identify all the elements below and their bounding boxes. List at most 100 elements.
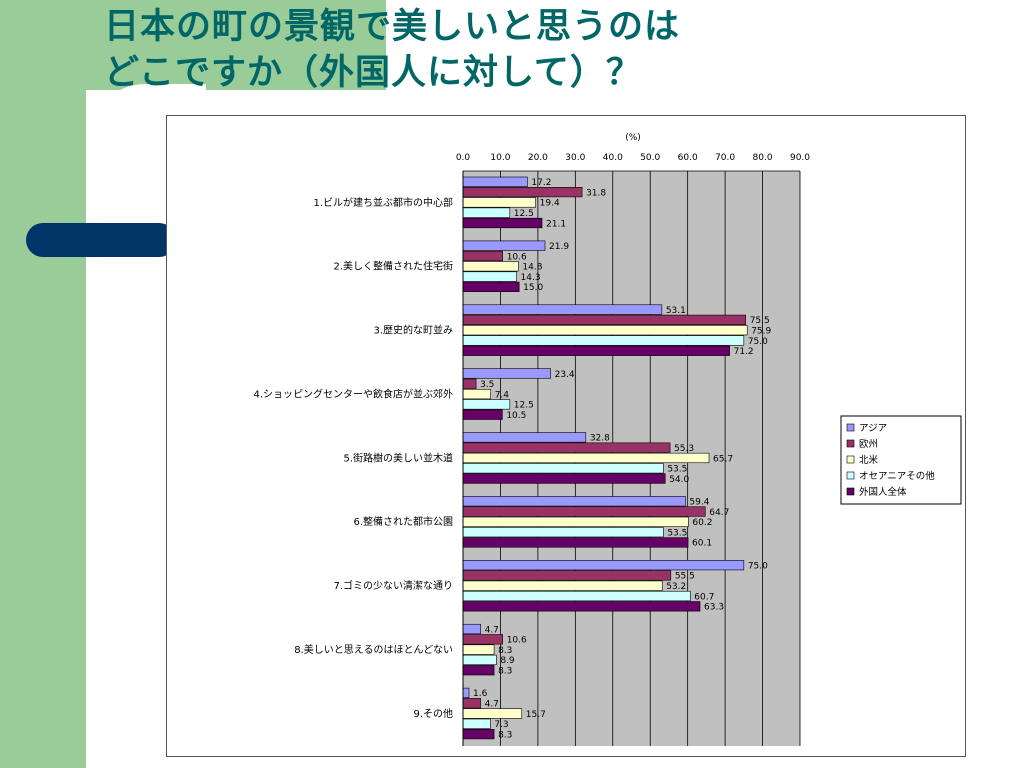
bar bbox=[462, 261, 519, 272]
data-label: 19.4 bbox=[540, 199, 560, 209]
bar bbox=[462, 729, 495, 740]
data-label: 53.2 bbox=[666, 582, 686, 592]
bar bbox=[462, 623, 481, 635]
bar bbox=[462, 570, 672, 581]
x-tick-label: 80.0 bbox=[753, 153, 773, 163]
bar bbox=[462, 644, 495, 655]
data-label: 71.2 bbox=[734, 347, 754, 357]
category-label: 6.整備された都市公園 bbox=[353, 515, 453, 528]
data-label: 12.5 bbox=[514, 401, 534, 411]
data-label: 21.1 bbox=[546, 219, 566, 229]
data-label: 75.0 bbox=[748, 337, 768, 347]
data-label: 63.3 bbox=[704, 603, 724, 613]
data-label: 15.0 bbox=[523, 283, 543, 293]
data-label: 8.9 bbox=[500, 656, 515, 666]
bar bbox=[462, 527, 664, 538]
category-label: 5.街路樹の美しい並木道 bbox=[343, 451, 453, 464]
data-label: 53.1 bbox=[666, 306, 686, 316]
bar bbox=[462, 698, 481, 709]
data-label: 8.3 bbox=[498, 730, 512, 740]
bar bbox=[462, 345, 730, 356]
bar bbox=[462, 368, 551, 379]
bar bbox=[462, 496, 686, 507]
data-label: 8.3 bbox=[498, 667, 512, 677]
bar bbox=[462, 506, 706, 517]
bar bbox=[462, 217, 543, 229]
category-label: 2.美しく整備された住宅街 bbox=[333, 260, 453, 273]
data-label: 55.5 bbox=[675, 572, 695, 582]
bar bbox=[462, 516, 689, 527]
legend-swatch bbox=[846, 423, 855, 432]
bar bbox=[462, 378, 477, 389]
bar bbox=[462, 687, 470, 699]
category-label: 9.その他 bbox=[413, 707, 453, 720]
data-label: 7.3 bbox=[494, 720, 508, 730]
data-label: 64.7 bbox=[709, 508, 729, 518]
unit-label: (%) bbox=[625, 133, 641, 143]
legend-swatch bbox=[846, 487, 855, 496]
data-label: 4.7 bbox=[485, 700, 499, 710]
data-label: 4.7 bbox=[485, 625, 499, 635]
navy-accent-bar bbox=[26, 223, 176, 257]
category-label: 1.ビルが建ち並ぶ都市の中心部 bbox=[313, 196, 453, 209]
bar bbox=[462, 325, 748, 336]
data-label: 10.6 bbox=[507, 636, 527, 646]
bar bbox=[462, 187, 583, 198]
bar bbox=[462, 250, 503, 262]
legend-swatch bbox=[846, 455, 855, 464]
bar bbox=[462, 473, 666, 484]
data-label: 17.2 bbox=[531, 178, 551, 188]
data-label: 31.8 bbox=[586, 188, 606, 198]
data-label: 54.0 bbox=[669, 475, 689, 485]
bar bbox=[462, 537, 689, 548]
x-tick-label: 20.0 bbox=[528, 153, 548, 163]
left-decor-band bbox=[0, 0, 86, 768]
x-tick-label: 90.0 bbox=[790, 153, 810, 163]
data-label: 23.4 bbox=[555, 370, 575, 380]
data-label: 53.5 bbox=[667, 465, 687, 475]
data-label: 21.9 bbox=[549, 242, 569, 252]
title-line-2: どこですか（外国人に対して）？ bbox=[104, 53, 642, 93]
bar bbox=[462, 634, 503, 645]
bar bbox=[462, 399, 511, 410]
data-label: 10.5 bbox=[506, 411, 526, 421]
bar bbox=[462, 240, 546, 251]
data-label: 53.5 bbox=[667, 528, 687, 538]
data-label: 60.1 bbox=[692, 539, 712, 549]
legend-box bbox=[840, 415, 962, 505]
category-label: 4.ショッピングセンターや飲食店が並ぶ郊外 bbox=[253, 387, 453, 400]
bar bbox=[462, 442, 671, 453]
data-label: 14.3 bbox=[521, 273, 541, 283]
bar bbox=[462, 590, 691, 602]
legend-label: オセアニアその他 bbox=[859, 470, 935, 482]
data-label: 75.0 bbox=[748, 561, 768, 571]
bar bbox=[462, 314, 747, 325]
data-label: 15.7 bbox=[526, 710, 546, 720]
bar bbox=[462, 176, 528, 187]
x-tick-label: 0.0 bbox=[456, 153, 471, 163]
data-label: 55.3 bbox=[674, 444, 694, 454]
chart-frame: 0.0 10.0 20.0 30.0 40.0 50.0 60.0 70.0 80.0 90.0 … bbox=[166, 115, 966, 757]
data-label: 65.7 bbox=[713, 454, 733, 464]
data-label: 60.7 bbox=[694, 592, 714, 602]
bar bbox=[462, 281, 520, 292]
bar bbox=[462, 718, 491, 729]
bar bbox=[462, 335, 745, 346]
bar bbox=[462, 665, 495, 676]
category-label: 8.美しいと思えるのはほとんどない bbox=[294, 643, 453, 656]
bar bbox=[462, 409, 503, 420]
data-label: 75.5 bbox=[750, 316, 770, 326]
category-labels: 1.ビルが建ち並ぶ都市の中心部 2.美しく整備された住宅街 3.歴史的な町並み 4.シ… bbox=[253, 196, 453, 720]
data-label: 12.5 bbox=[514, 209, 534, 219]
data-label: 3.5 bbox=[480, 380, 494, 390]
data-label: 32.8 bbox=[590, 434, 610, 444]
data-label: 7.4 bbox=[495, 390, 510, 400]
bar bbox=[462, 452, 710, 464]
bar bbox=[462, 197, 536, 208]
bar bbox=[462, 560, 745, 571]
category-label: 3.歴史的な町並み bbox=[373, 324, 453, 337]
bar bbox=[462, 388, 492, 400]
data-label: 8.3 bbox=[498, 646, 512, 656]
data-label: 14.8 bbox=[522, 263, 542, 273]
slide-title: 日本の町の景観で美しいと思うのは どこですか（外国人に対して）？ bbox=[104, 4, 680, 96]
